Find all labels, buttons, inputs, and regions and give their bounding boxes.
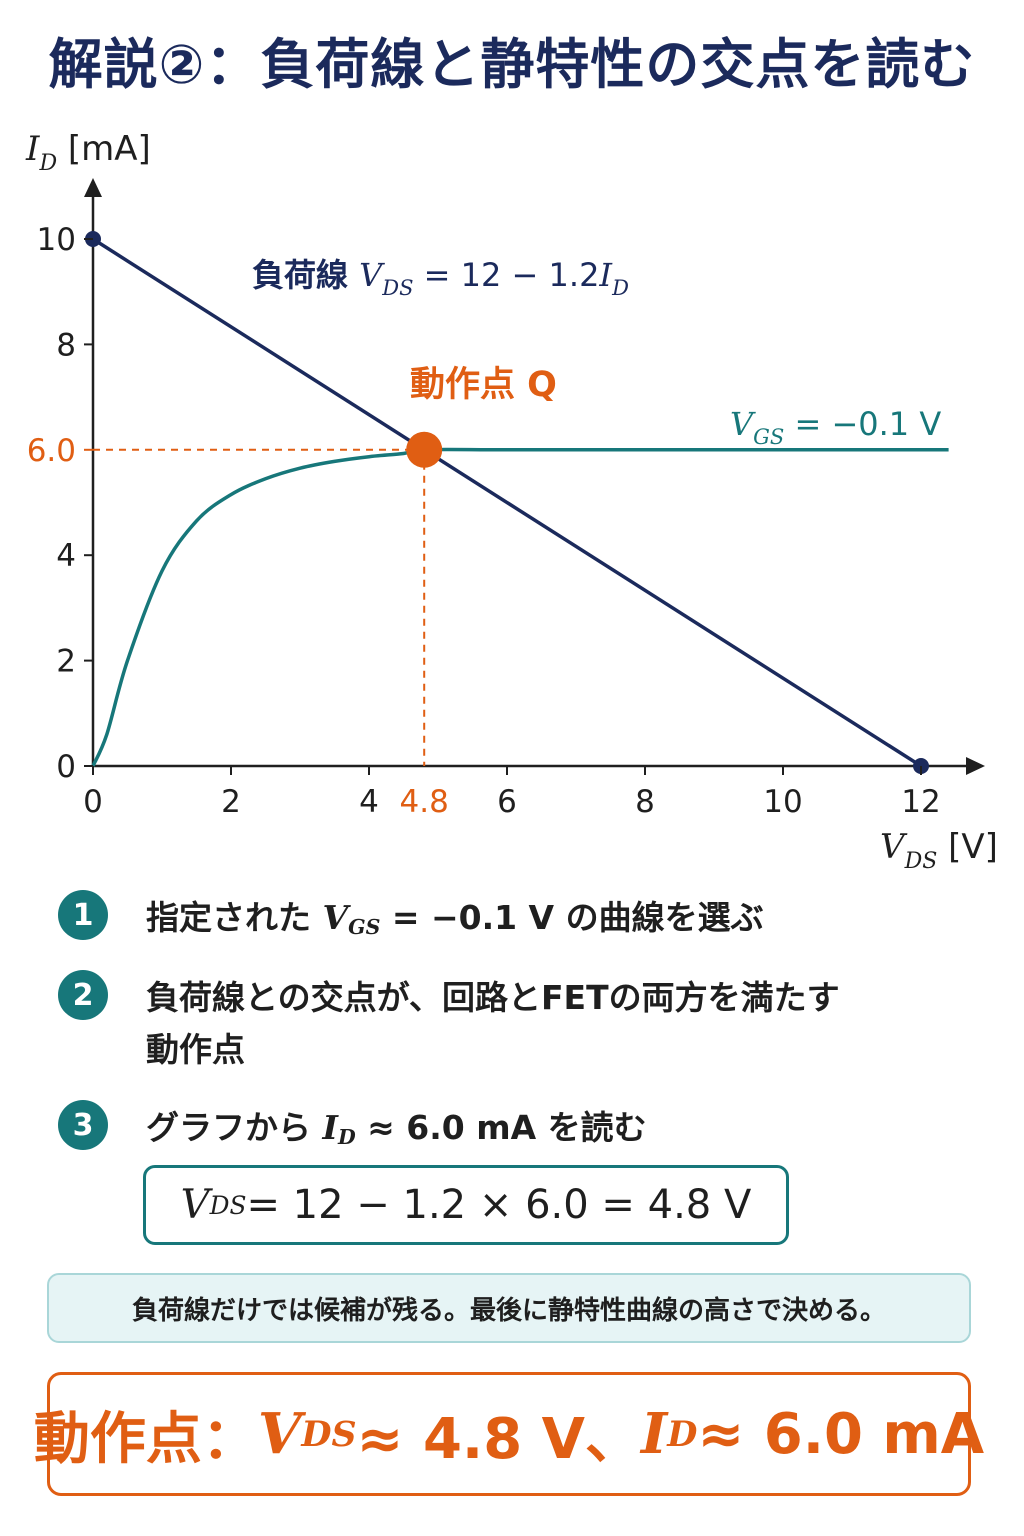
y-tick-label: 2: [56, 644, 76, 680]
y-tick-label: 4: [56, 538, 76, 574]
note-box: 負荷線だけでは候補が残る。最後に静特性曲線の高さで決める。: [47, 1273, 971, 1343]
chart: 0 2 4 6 8 10 12 0 2 4 8 10 4.8 6.0 ID [mA] VDS [V] 負荷線 …: [25, 129, 998, 874]
x-axis-arrow: [966, 757, 985, 775]
x-tick-label: 12: [901, 784, 940, 820]
x-tick-label: 4: [359, 784, 379, 820]
operating-point-label: 動作点 Q: [410, 365, 557, 405]
y-tick-label: 0: [56, 749, 76, 785]
y-tick-label-highlight: 6.0: [27, 433, 76, 469]
y-tick-label: 8: [56, 327, 76, 363]
step-text: 負荷線との交点が、回路とFETの両方を満たす動作点: [146, 978, 840, 1069]
chart-series: [85, 231, 949, 774]
x-tick-label: 6: [497, 784, 517, 820]
chart-axes: [84, 178, 985, 775]
step-text: 指定された VGS = −0.1 V の曲線を選ぶ: [146, 898, 764, 940]
x-tick-label: 8: [635, 784, 655, 820]
x-tick-label: 2: [221, 784, 241, 820]
step-number-badge: 3: [58, 1100, 108, 1150]
load-line: [92, 237, 922, 768]
vgs-curve: [91, 447, 949, 767]
y-axis-arrow: [84, 178, 102, 197]
chart-labels: ID [mA] VDS [V] 負荷線 VDS = 12 − 1.2ID VGS = …: [25, 129, 998, 874]
final-answer-box: 動作点： V DS ≈ 4.8 V、 I D ≈ 6.0 mA: [34, 1372, 984, 1496]
chart-ticks: 0 2 4 6 8 10 12 0 2 4 8 10 4.8 6.0: [27, 222, 941, 820]
page-title: 解説②：負荷線と静特性の交点を読む: [48, 33, 976, 96]
step-number-badge: 2: [58, 970, 108, 1020]
vgs-curve-label: VGS = −0.1 V: [730, 405, 941, 449]
x-tick-label: 10: [763, 784, 802, 820]
x-axis-title: VDS [V]: [880, 827, 998, 874]
x-tick-label: 0: [83, 784, 103, 820]
step-text: グラフから ID ≈ 6.0 mA を読む: [146, 1108, 647, 1150]
operating-point-marker: [406, 431, 443, 468]
y-axis-title: ID [mA]: [25, 129, 151, 176]
x-tick-label-highlight: 4.8: [400, 784, 449, 820]
y-tick-label: 10: [37, 222, 76, 258]
step-number-badge: 1: [58, 890, 108, 940]
equation-box: V DS = 12 − 1.2 × 6.0 = 4.8 V: [143, 1165, 789, 1245]
load-line-label: 負荷線 VDS = 12 − 1.2ID: [252, 256, 629, 300]
